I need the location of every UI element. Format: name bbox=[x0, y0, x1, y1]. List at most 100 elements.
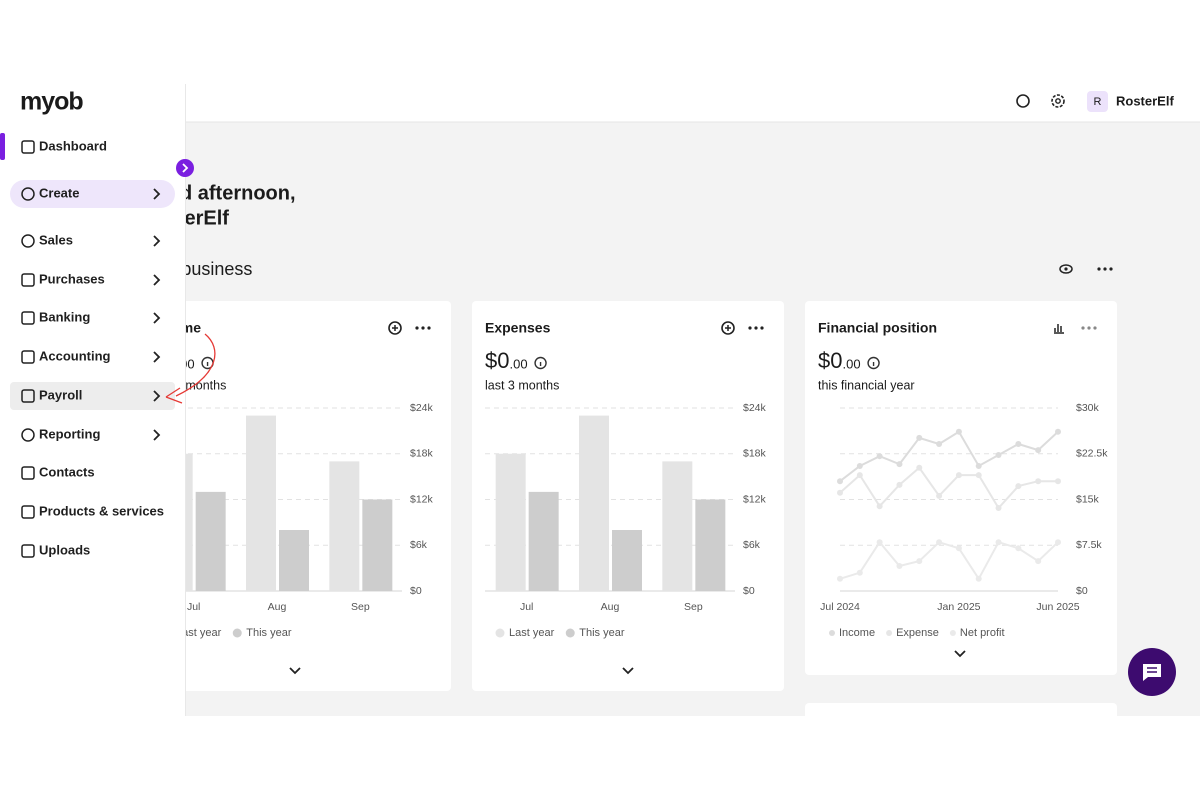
y-tick-label: $7.5k bbox=[1076, 539, 1102, 551]
visibility-icon[interactable] bbox=[1064, 267, 1068, 271]
menu-highlight[interactable] bbox=[10, 180, 175, 208]
menu-chevron[interactable] bbox=[153, 188, 161, 200]
more-icon[interactable] bbox=[427, 326, 431, 330]
amount-cents: .00 bbox=[509, 356, 527, 371]
more-icon[interactable] bbox=[754, 326, 758, 330]
menu-chevron[interactable] bbox=[153, 274, 161, 286]
bar bbox=[528, 491, 559, 591]
line-point bbox=[1015, 545, 1022, 552]
line-point bbox=[856, 462, 863, 469]
menu-chevron[interactable] bbox=[153, 390, 161, 402]
expand-chevron[interactable] bbox=[622, 667, 634, 675]
logo[interactable]: myob bbox=[20, 88, 84, 116]
legend-label: Last year bbox=[176, 627, 222, 639]
more-icon[interactable] bbox=[1097, 267, 1101, 271]
x-tick-label: Sep bbox=[351, 601, 370, 613]
line-point bbox=[896, 481, 903, 488]
add-icon[interactable] bbox=[721, 321, 735, 335]
line-series bbox=[839, 540, 1059, 581]
legend-swatch bbox=[565, 628, 575, 638]
legend-swatch bbox=[829, 630, 835, 636]
bar bbox=[362, 499, 393, 591]
y-tick-label: $15k bbox=[1076, 493, 1100, 505]
menu-item[interactable]: Create bbox=[39, 185, 79, 200]
line-point bbox=[955, 428, 962, 435]
menu-item[interactable]: Products & services bbox=[39, 503, 164, 518]
period: this financial year bbox=[818, 378, 915, 392]
more-icon[interactable] bbox=[1103, 267, 1107, 271]
y-tick-label: $0 bbox=[410, 585, 422, 597]
bar bbox=[662, 461, 693, 591]
menu-item[interactable]: Uploads bbox=[39, 542, 90, 557]
visibility-icon[interactable] bbox=[1059, 264, 1073, 274]
collapse-icon[interactable] bbox=[182, 163, 189, 173]
more-icon[interactable] bbox=[421, 326, 425, 330]
menu-icon bbox=[21, 428, 35, 442]
menu-icon bbox=[21, 311, 35, 325]
info-icon bbox=[867, 356, 880, 370]
legend-label: Net profit bbox=[960, 627, 1005, 639]
menu-chevron[interactable] bbox=[153, 235, 161, 247]
annotation-arrowhead bbox=[165, 387, 183, 404]
more-icon[interactable] bbox=[1081, 326, 1085, 330]
menu-item[interactable]: Contacts bbox=[39, 464, 95, 479]
line-point bbox=[936, 440, 943, 447]
expand-chevron[interactable] bbox=[954, 650, 966, 658]
chat-icon[interactable] bbox=[1147, 667, 1157, 673]
more-icon[interactable] bbox=[1087, 326, 1091, 330]
menu-item[interactable]: Purchases bbox=[39, 271, 105, 286]
line-point bbox=[995, 539, 1002, 546]
more-icon[interactable] bbox=[415, 326, 419, 330]
x-tick-label: Jul 2024 bbox=[820, 601, 860, 613]
more-icon[interactable] bbox=[748, 326, 752, 330]
add-icon[interactable] bbox=[388, 321, 402, 335]
menu-icon bbox=[21, 187, 35, 201]
add-icon[interactable] bbox=[392, 325, 398, 331]
top-bar bbox=[185, 84, 1200, 122]
menu-chevron[interactable] bbox=[153, 351, 161, 363]
settings-icon[interactable] bbox=[1051, 94, 1065, 108]
line-point bbox=[856, 569, 863, 576]
bar bbox=[612, 530, 642, 591]
menu-chevron[interactable] bbox=[153, 429, 161, 441]
line-point bbox=[837, 478, 843, 485]
menu-item[interactable]: Sales bbox=[39, 232, 73, 247]
collapse-button[interactable] bbox=[176, 159, 194, 177]
menu-item[interactable]: Banking bbox=[39, 309, 90, 324]
menu-item[interactable]: Dashboard bbox=[39, 138, 107, 153]
y-tick-label: $6k bbox=[743, 539, 761, 551]
menu-item[interactable]: Payroll bbox=[39, 387, 82, 402]
x-tick-label: Jan 2025 bbox=[937, 601, 980, 613]
x-tick-label: Aug bbox=[268, 601, 287, 613]
line-point bbox=[1035, 478, 1042, 485]
add-icon[interactable] bbox=[725, 325, 731, 331]
more-icon[interactable] bbox=[760, 326, 764, 330]
menu-chevron[interactable] bbox=[153, 312, 161, 324]
menu-hover[interactable] bbox=[10, 382, 175, 410]
period: last 3 months bbox=[485, 378, 559, 392]
more-icon[interactable] bbox=[1109, 267, 1113, 271]
y-tick-label: $24k bbox=[743, 402, 767, 414]
user-name[interactable]: RosterElf bbox=[1116, 93, 1174, 108]
expand-chevron[interactable] bbox=[289, 667, 301, 675]
menu-icon bbox=[21, 466, 35, 480]
help-icon[interactable] bbox=[1016, 94, 1030, 108]
y-tick-label: $18k bbox=[410, 448, 434, 460]
card bbox=[139, 301, 451, 691]
y-tick-label: $30k bbox=[1076, 402, 1100, 414]
legend-label: Last year bbox=[509, 627, 555, 639]
menu-item[interactable]: Accounting bbox=[39, 348, 111, 363]
menu-item[interactable]: Reporting bbox=[39, 426, 100, 441]
more-icon[interactable] bbox=[1093, 326, 1097, 330]
line-point bbox=[975, 462, 982, 469]
top-margin bbox=[0, 0, 1200, 84]
avatar[interactable] bbox=[1087, 91, 1108, 112]
line-point bbox=[916, 434, 923, 441]
amount: $0 bbox=[818, 348, 842, 373]
line-point bbox=[876, 503, 883, 510]
y-tick-label: $24k bbox=[410, 402, 434, 414]
line-point bbox=[1055, 539, 1061, 546]
chart-type-icon[interactable] bbox=[1054, 324, 1064, 334]
line-point bbox=[936, 492, 943, 499]
settings-icon[interactable] bbox=[1055, 98, 1061, 104]
